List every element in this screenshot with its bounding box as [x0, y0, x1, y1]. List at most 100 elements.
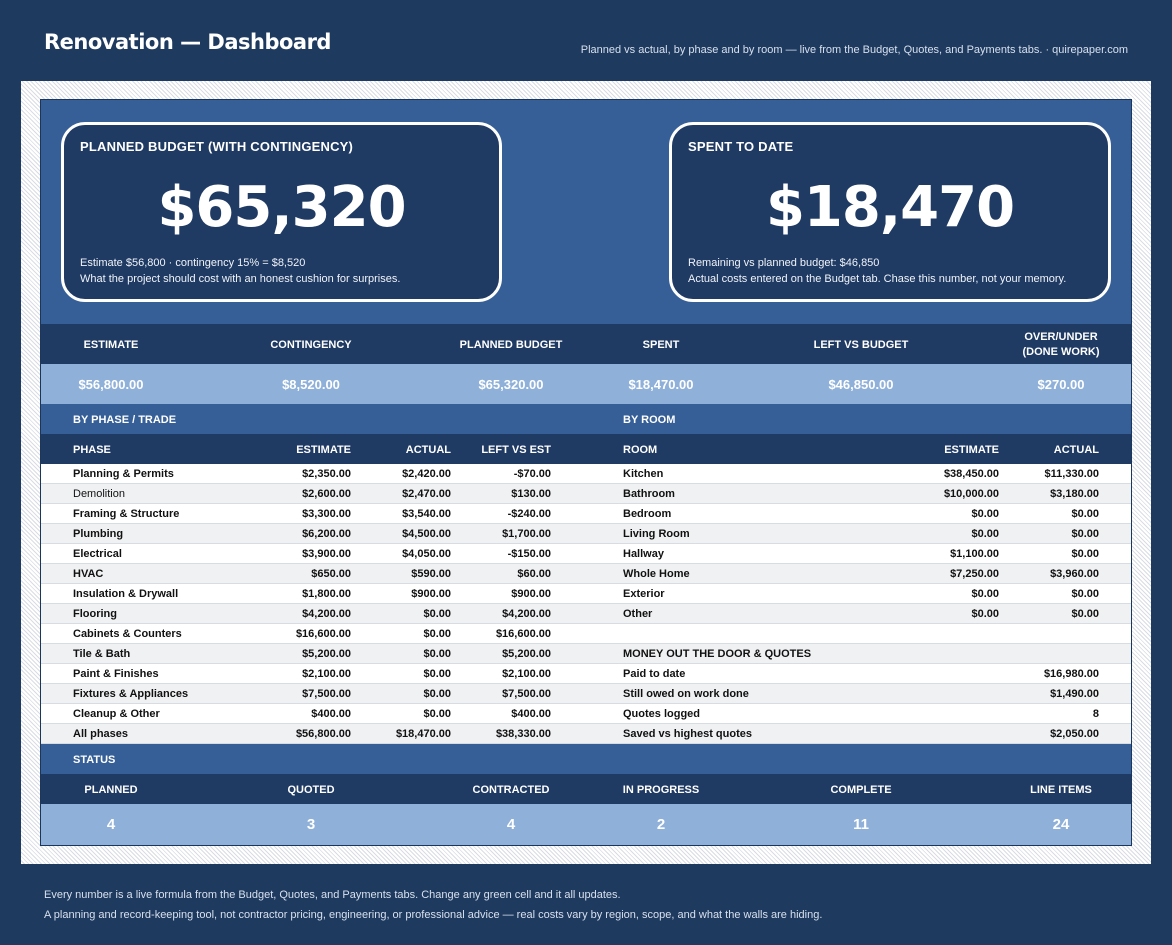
phase-name: Demolition [73, 488, 125, 500]
phase-estimate: $650.00 [311, 568, 351, 580]
phase-actual: $900.00 [411, 588, 451, 600]
table-row: Insulation & Drywall $1,800.00 $900.00 $900… [41, 584, 1131, 604]
phase-name: Flooring [73, 608, 117, 620]
phase-left-vs-est: -$240.00 [507, 508, 551, 520]
table-row: Electrical $3,900.00 $4,050.00 -$150.00 Hall… [41, 544, 1131, 564]
summary-header-done-work: (DONE WORK) [1022, 346, 1100, 358]
col-phase-estimate: ESTIMATE [296, 444, 351, 456]
table-row: Flooring $4,200.00 $0.00 $4,200.00 Other $0.0… [41, 604, 1131, 624]
summary-value-over-under: $270.00 [1037, 377, 1085, 392]
status-value-quoted: 3 [306, 816, 316, 833]
footer-note-disclaimer: A planning and record-keeping tool, not … [44, 909, 823, 921]
table-row: Cabinets & Counters $16,600.00 $0.00 $16,60… [41, 624, 1131, 644]
room-actual: $11,330.00 [1044, 468, 1099, 480]
room-actual: $3,180.00 [1050, 488, 1099, 500]
planned-budget-value: $65,320 [157, 175, 406, 240]
planned-budget-note: What the project should cost with an hon… [80, 273, 401, 285]
kpi-hero: PLANNED BUDGET (WITH CONTINGENCY) $65,32… [41, 100, 1131, 324]
status-value-line-items: 24 [1052, 816, 1070, 833]
col-room-actual: ACTUAL [1053, 444, 1099, 456]
phase-left-vs-est: $16,600.00 [495, 628, 551, 640]
summary-header-left: LEFT VS BUDGET [813, 339, 909, 351]
phase-left-vs-est: $130.00 [511, 488, 551, 500]
phase-actual: $3,540.00 [402, 508, 451, 520]
room-name: Bathroom [623, 488, 675, 500]
phase-left-vs-est: $900.00 [511, 588, 551, 600]
phase-actual: $4,500.00 [402, 528, 451, 540]
phase-name: Planning & Permits [73, 468, 174, 480]
phase-name: Fixtures & Appliances [73, 688, 189, 700]
table-row: Tile & Bath $5,200.00 $0.00 $5,200.00 MONEY … [41, 644, 1131, 664]
room-name: Kitchen [623, 468, 664, 480]
planned-budget-title: PLANNED BUDGET (WITH CONTINGENCY) [80, 139, 354, 154]
money-value: $16,980.00 [1043, 668, 1099, 680]
phase-estimate: $16,600.00 [295, 628, 351, 640]
phase-name: Tile & Bath [73, 648, 131, 660]
phase-left-vs-est: -$150.00 [507, 548, 551, 560]
phase-name: Framing & Structure [73, 508, 180, 520]
phase-actual: $2,470.00 [402, 488, 451, 500]
money-label: Quotes logged [623, 708, 700, 720]
summary-header-estimate: ESTIMATE [83, 339, 139, 351]
table-row: Fixtures & Appliances $7,500.00 $0.00 $7,50… [41, 684, 1131, 704]
summary-value-estimate: $56,800.00 [78, 377, 144, 392]
summary-header-over-under: OVER/UNDER [1024, 331, 1098, 343]
phase-actual: $18,470.00 [395, 728, 451, 740]
status-value-complete: 11 [853, 816, 869, 833]
phase-left-vs-est: $60.00 [517, 568, 551, 580]
summary-value-planned: $65,320.00 [478, 377, 544, 392]
status-header-quoted: QUOTED [287, 784, 335, 796]
status-header-complete: COMPLETE [830, 784, 892, 796]
room-estimate: $0.00 [971, 508, 999, 520]
room-actual: $0.00 [1071, 548, 1099, 560]
phase-estimate: $2,100.00 [302, 668, 351, 680]
spent-to-date-title: SPENT TO DATE [688, 139, 794, 154]
money-value: 8 [1092, 708, 1099, 720]
room-name: Living Room [623, 528, 690, 540]
col-phase-left: LEFT VS EST [481, 444, 551, 456]
phase-name: Paint & Finishes [73, 668, 159, 680]
room-name: Whole Home [623, 568, 690, 580]
room-estimate: $10,000.00 [943, 488, 999, 500]
room-estimate: $0.00 [971, 608, 999, 620]
phase-actual: $0.00 [423, 648, 451, 660]
phase-left-vs-est: $38,330.00 [495, 728, 551, 740]
summary-header-bar: ESTIMATE CONTINGENCY PLANNED BUDGET SPEN… [41, 324, 1131, 364]
summary-value-spent: $18,470.00 [628, 377, 694, 392]
col-room-estimate: ESTIMATE [944, 444, 999, 456]
phase-estimate: $4,200.00 [302, 608, 351, 620]
phase-name: Cabinets & Counters [73, 628, 182, 640]
table-row: Paint & Finishes $2,100.00 $0.00 $2,100.00 P… [41, 664, 1131, 684]
summary-value-left: $46,850.00 [828, 377, 894, 392]
status-value-planned: 4 [106, 816, 116, 833]
section-bar: BY PHASE / TRADE BY ROOM [41, 404, 1131, 434]
phase-left-vs-est: $400.00 [511, 708, 551, 720]
phase-left-vs-est: $1,700.00 [502, 528, 551, 540]
planned-budget-detail: Estimate $56,800 · contingency 15% = $8,… [80, 257, 306, 269]
table-row: Framing & Structure $3,300.00 $3,540.00 -$2… [41, 504, 1131, 524]
status-section-title: STATUS [73, 754, 116, 766]
room-section-title: BY ROOM [623, 414, 676, 426]
planned-budget-card: PLANNED BUDGET (WITH CONTINGENCY) $65,32… [61, 122, 502, 302]
money-section-title: MONEY OUT THE DOOR & QUOTES [623, 648, 812, 660]
status-header-planned: PLANNED [84, 784, 138, 796]
col-room: ROOM [623, 444, 658, 456]
table-row: Demolition $2,600.00 $2,470.00 $130.00 Bathr… [41, 484, 1131, 504]
room-actual: $0.00 [1071, 608, 1099, 620]
footer-note-formulas: Every number is a live formula from the … [44, 889, 621, 901]
summary-value-contingency: $8,520.00 [282, 377, 340, 392]
col-phase: PHASE [73, 444, 111, 456]
status-header-in-progress: IN PROGRESS [622, 784, 700, 796]
table-header-bar: PHASE ESTIMATE ACTUAL LEFT VS EST ROOM E… [41, 434, 1131, 464]
phase-estimate: $2,600.00 [302, 488, 351, 500]
room-estimate: $7,250.00 [950, 568, 999, 580]
phase-name: Cleanup & Other [73, 708, 160, 720]
money-label: Saved vs highest quotes [623, 728, 752, 740]
phase-estimate: $7,500.00 [302, 688, 351, 700]
table-row: HVAC $650.00 $590.00 $60.00 Whole Home $7,250… [41, 564, 1131, 584]
status-section-bar: STATUS [41, 744, 1131, 774]
room-name: Exterior [623, 588, 665, 600]
status-value-in-progress: 2 [656, 816, 666, 833]
phase-left-vs-est: $5,200.00 [502, 648, 551, 660]
summary-value-bar: $56,800.00 $8,520.00 $65,320.00 $18,470.… [41, 364, 1131, 404]
